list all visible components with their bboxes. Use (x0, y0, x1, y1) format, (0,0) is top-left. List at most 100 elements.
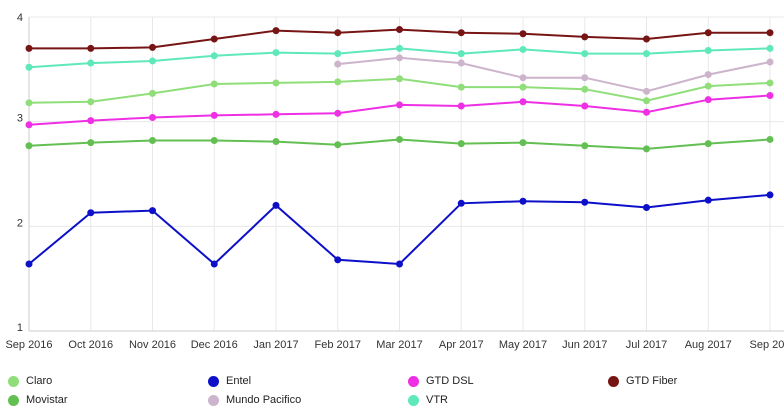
data-point-movistar[interactable] (334, 141, 342, 149)
data-point-vtr[interactable] (272, 49, 280, 57)
data-point-gtd-dsl[interactable] (334, 109, 342, 117)
data-point-movistar[interactable] (149, 137, 156, 145)
data-point-movistar[interactable] (457, 140, 465, 148)
data-point-gtd-fiber[interactable] (272, 27, 280, 35)
data-point-gtd-dsl[interactable] (210, 111, 218, 119)
data-point-vtr[interactable] (210, 52, 218, 60)
data-point-vtr[interactable] (643, 50, 650, 58)
data-point-movistar[interactable] (396, 135, 403, 143)
data-point-entel[interactable] (25, 260, 33, 268)
data-point-gtd-dsl[interactable] (457, 102, 465, 110)
data-point-entel[interactable] (457, 199, 465, 207)
data-point-gtd-fiber[interactable] (87, 44, 95, 52)
data-point-gtd-fiber[interactable] (25, 44, 33, 52)
data-point-claro[interactable] (87, 98, 95, 106)
data-point-claro[interactable] (25, 99, 33, 107)
legend-marker-icon (208, 375, 219, 387)
data-point-movistar[interactable] (519, 139, 527, 147)
legend-item-vtr[interactable]: VTR (408, 392, 448, 408)
data-point-gtd-fiber[interactable] (334, 29, 342, 37)
data-point-movistar[interactable] (704, 140, 712, 148)
data-point-gtd-dsl[interactable] (766, 92, 774, 99)
legend-item-entel[interactable]: Entel (208, 373, 251, 389)
y-tick-label: 2 (17, 217, 23, 229)
data-point-vtr[interactable] (25, 63, 33, 71)
data-point-entel[interactable] (643, 203, 650, 211)
legend-item-gtd-dsl[interactable]: GTD DSL (408, 373, 474, 389)
data-point-claro[interactable] (149, 89, 156, 97)
data-point-mundo-pacifico[interactable] (704, 71, 712, 79)
x-tick-label: Jan 2017 (253, 339, 298, 351)
data-point-movistar[interactable] (643, 145, 650, 153)
data-point-vtr[interactable] (396, 44, 403, 52)
data-point-gtd-fiber[interactable] (704, 29, 712, 37)
data-point-claro[interactable] (704, 82, 712, 90)
data-point-entel[interactable] (519, 197, 527, 205)
data-point-gtd-dsl[interactable] (149, 113, 156, 121)
data-point-mundo-pacifico[interactable] (457, 59, 465, 67)
data-point-vtr[interactable] (87, 59, 95, 67)
data-point-gtd-dsl[interactable] (396, 101, 403, 109)
legend-item-movistar[interactable]: Movistar (8, 392, 68, 408)
data-point-claro[interactable] (272, 79, 280, 87)
data-point-vtr[interactable] (519, 45, 527, 53)
data-point-movistar[interactable] (766, 135, 774, 143)
data-point-claro[interactable] (334, 78, 342, 86)
data-point-gtd-dsl[interactable] (519, 98, 527, 106)
data-point-gtd-fiber[interactable] (210, 35, 218, 43)
data-point-entel[interactable] (581, 198, 589, 206)
data-point-vtr[interactable] (149, 57, 156, 65)
data-point-gtd-dsl[interactable] (87, 117, 95, 125)
data-point-mundo-pacifico[interactable] (519, 74, 527, 82)
data-point-mundo-pacifico[interactable] (766, 58, 774, 66)
data-point-entel[interactable] (334, 256, 342, 264)
data-point-claro[interactable] (581, 85, 589, 93)
data-point-vtr[interactable] (581, 50, 589, 58)
data-point-gtd-fiber[interactable] (457, 29, 465, 37)
data-point-gtd-fiber[interactable] (643, 35, 650, 43)
data-point-vtr[interactable] (334, 50, 342, 58)
data-point-entel[interactable] (149, 207, 156, 215)
data-point-entel[interactable] (766, 191, 774, 199)
data-point-gtd-fiber[interactable] (519, 30, 527, 38)
data-point-gtd-fiber[interactable] (766, 29, 774, 37)
data-point-claro[interactable] (766, 79, 774, 87)
data-point-entel[interactable] (396, 260, 403, 268)
data-point-claro[interactable] (643, 97, 650, 105)
legend-marker-icon (208, 394, 219, 406)
data-point-movistar[interactable] (272, 138, 280, 146)
data-point-mundo-pacifico[interactable] (643, 87, 650, 95)
legend-item-gtd-fiber[interactable]: GTD Fiber (608, 373, 677, 389)
data-point-movistar[interactable] (210, 137, 218, 145)
data-point-gtd-dsl[interactable] (581, 102, 589, 110)
legend-label: GTD DSL (426, 375, 474, 387)
data-point-gtd-fiber[interactable] (149, 43, 156, 51)
data-point-claro[interactable] (519, 83, 527, 91)
data-point-gtd-fiber[interactable] (581, 33, 589, 41)
data-point-movistar[interactable] (25, 142, 33, 150)
data-point-movistar[interactable] (581, 142, 589, 150)
data-point-claro[interactable] (210, 80, 218, 88)
data-point-vtr[interactable] (457, 50, 465, 58)
data-point-entel[interactable] (272, 201, 280, 209)
data-point-gtd-dsl[interactable] (704, 96, 712, 104)
data-point-entel[interactable] (87, 209, 95, 217)
data-point-gtd-dsl[interactable] (272, 110, 280, 118)
x-tick-label: Jun 2017 (562, 339, 607, 351)
data-point-gtd-dsl[interactable] (25, 121, 33, 129)
data-point-mundo-pacifico[interactable] (581, 74, 589, 82)
data-point-gtd-fiber[interactable] (396, 26, 403, 34)
data-point-movistar[interactable] (87, 139, 95, 147)
data-point-claro[interactable] (396, 75, 403, 83)
data-point-gtd-dsl[interactable] (643, 108, 650, 116)
legend-item-claro[interactable]: Claro (8, 373, 52, 389)
data-point-claro[interactable] (457, 83, 465, 91)
data-point-mundo-pacifico[interactable] (334, 60, 342, 68)
data-point-vtr[interactable] (766, 44, 774, 52)
axis-layer: 1 2 3 4 Sep 2016 Oct 2016 Nov 2016 Dec 2016 Jan … (5, 12, 784, 351)
legend-item-mundo-pacifico[interactable]: Mundo Pacifico (208, 392, 301, 408)
data-point-entel[interactable] (704, 196, 712, 204)
data-point-vtr[interactable] (704, 46, 712, 54)
data-point-mundo-pacifico[interactable] (396, 54, 403, 62)
data-point-entel[interactable] (210, 260, 218, 268)
